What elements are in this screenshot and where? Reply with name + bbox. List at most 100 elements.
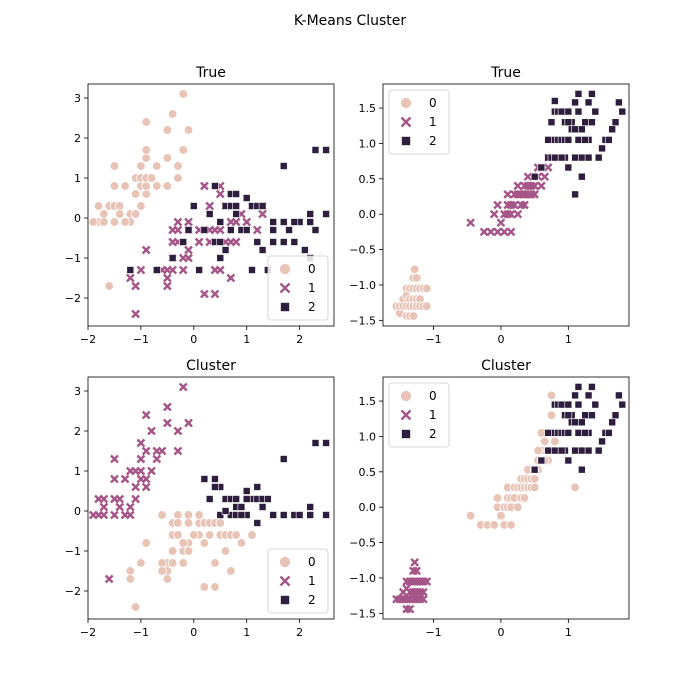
data-point-series-2	[322, 146, 330, 154]
y-tick-label: 1	[74, 465, 81, 478]
data-point-series-0	[115, 209, 125, 219]
data-point-series-1	[110, 510, 119, 520]
x-tick-label: 0	[497, 333, 504, 346]
data-point-series-2	[564, 136, 573, 144]
y-tick-label: −0.5	[349, 537, 376, 550]
data-point-series-2	[564, 118, 573, 127]
x-tick-label: 1	[565, 333, 572, 346]
data-point-series-1	[194, 237, 204, 247]
data-point-series-1	[147, 466, 156, 476]
data-point-series-0	[157, 558, 167, 568]
data-point-series-1	[136, 466, 146, 476]
legend-label: 1	[429, 408, 437, 422]
data-point-series-2	[237, 503, 246, 511]
data-point-series-0	[167, 558, 178, 568]
data-point-series-1	[147, 426, 156, 436]
data-point-series-2	[557, 107, 566, 116]
legend: 0 1 2	[388, 382, 450, 448]
data-point-series-2	[571, 153, 579, 162]
axes-frame	[87, 83, 335, 327]
data-point-series-0	[231, 530, 241, 540]
data-point-series-2	[604, 429, 613, 437]
data-point-series-2	[574, 90, 583, 98]
data-point-series-1	[410, 558, 420, 567]
data-point-series-2	[322, 210, 330, 218]
data-point-series-0	[422, 301, 432, 311]
data-point-series-1	[530, 181, 539, 191]
data-point-series-1	[120, 510, 130, 520]
axes-frame	[382, 83, 630, 327]
data-point-series-0	[141, 153, 151, 163]
y-tick-label: −1.0	[349, 279, 376, 292]
legend-label: 2	[429, 427, 437, 441]
data-point-series-0	[199, 582, 210, 592]
legend-label: 2	[308, 593, 316, 607]
data-point-series-2	[200, 475, 209, 483]
data-point-series-1	[136, 438, 146, 448]
y-tick-label: −0.5	[349, 244, 376, 257]
x-tick-label: −1	[133, 626, 149, 639]
data-point-series-2	[564, 411, 573, 420]
data-point-series-0	[130, 602, 141, 612]
data-point-series-2	[301, 246, 309, 254]
data-point-series-0	[178, 538, 188, 548]
y-tick-label: 0.0	[359, 208, 377, 221]
data-point-series-1	[115, 494, 125, 504]
data-point-series-2	[264, 495, 272, 503]
data-point-series-1	[99, 510, 109, 520]
data-point-series-1	[479, 227, 489, 237]
subplot-3: Cluster −2 −1 0 1 2 −2 −1 0 1 2 3 0 1 2	[65, 358, 335, 639]
data-point-series-2	[253, 519, 262, 527]
data-point-series-2	[611, 118, 620, 127]
x-tick-label: −1	[133, 333, 149, 346]
data-point-series-0	[204, 530, 215, 540]
data-point-series-0	[162, 181, 173, 191]
y-tick-label: 0	[74, 212, 81, 225]
data-point-series-2	[544, 429, 552, 437]
data-point-series-0	[173, 510, 183, 520]
data-point-series-1	[178, 265, 188, 275]
data-point-series-2	[551, 97, 559, 105]
legend-marker-0	[400, 390, 412, 402]
data-point-series-1	[163, 418, 172, 428]
data-point-series-0	[173, 161, 183, 171]
data-point-series-1	[184, 253, 193, 263]
data-point-series-2	[594, 153, 603, 162]
data-point-series-0	[422, 283, 432, 294]
data-point-series-2	[232, 190, 240, 198]
axes-frame	[87, 376, 335, 620]
data-point-series-2	[574, 400, 583, 409]
data-point-series-2	[557, 400, 566, 409]
data-point-series-1	[486, 227, 496, 237]
data-point-series-1	[215, 265, 225, 275]
subplot-2: True −1 0 1 −1.5 −1.0 −0.5 0.0 0.5 1.0 1.5 0 1 2	[349, 65, 630, 346]
data-point-series-2	[591, 107, 600, 116]
data-point-series-0	[540, 436, 550, 447]
data-point-series-2	[279, 511, 288, 519]
legend-marker-2	[401, 136, 411, 146]
data-point-series-1	[141, 446, 151, 456]
x-tick-label: 0	[497, 626, 504, 639]
y-tick-label: −1	[65, 545, 81, 558]
legend: 0 1 2	[388, 89, 450, 155]
legend-marker-2	[280, 595, 290, 605]
data-point-series-0	[120, 217, 130, 227]
data-point-series-1	[231, 217, 241, 227]
data-point-series-0	[88, 217, 99, 227]
data-point-series-2	[578, 446, 586, 455]
data-point-series-0	[178, 89, 188, 99]
data-point-series-1	[419, 594, 428, 604]
data-point-series-0	[519, 493, 530, 503]
data-point-series-1	[125, 502, 135, 512]
data-point-series-0	[109, 161, 120, 171]
legend-label: 1	[308, 574, 316, 588]
data-point-series-2	[564, 400, 573, 409]
data-point-series-1	[173, 217, 183, 227]
data-point-series-0	[136, 161, 146, 171]
data-point-series-1	[141, 474, 151, 484]
data-point-series-1	[184, 245, 193, 255]
data-point-series-1	[131, 494, 140, 504]
x-tick-label: 0	[190, 626, 197, 639]
data-point-series-2	[581, 118, 589, 127]
